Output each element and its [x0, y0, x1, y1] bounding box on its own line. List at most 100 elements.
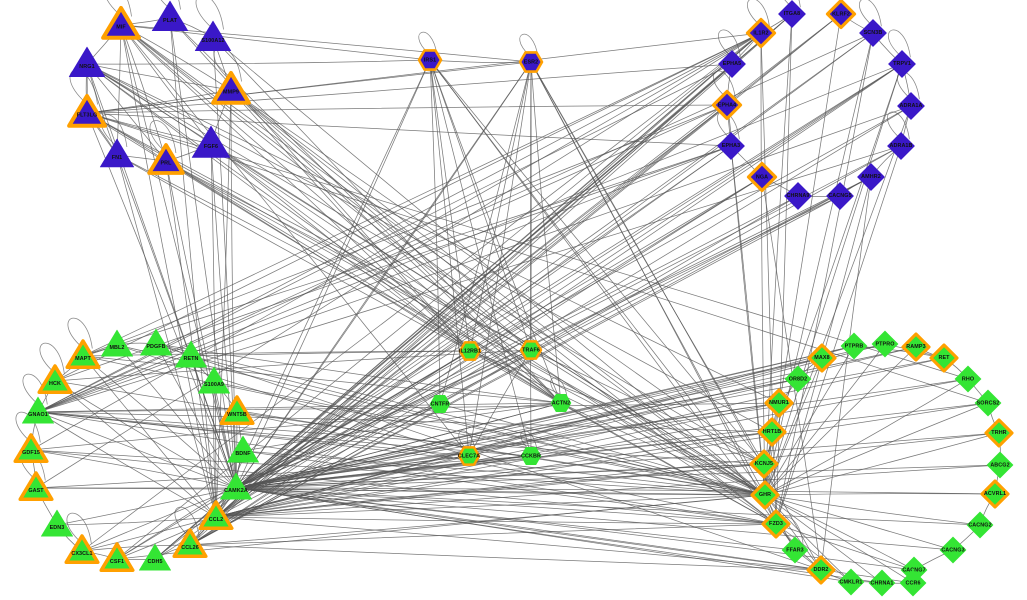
graph-edge — [37, 145, 732, 413]
graph-edge — [235, 63, 903, 489]
graph-edge — [82, 355, 562, 404]
graph-edge — [230, 89, 471, 352]
graph-node-fgf6[interactable]: FGF6 — [190, 123, 231, 164]
graph-edge — [230, 89, 237, 489]
graph-node-ccr6[interactable]: CCR6 — [897, 567, 928, 598]
graph-edge — [37, 411, 765, 465]
graph-self-loop-edge — [174, 506, 200, 538]
graph-node-nrg1[interactable]: NRG1 — [67, 44, 106, 83]
graph-node-mmp9[interactable]: MMP9 — [208, 67, 254, 113]
graph-edge — [215, 63, 903, 518]
graph-edge — [530, 61, 777, 525]
graph-node-acvrl1[interactable]: ACVRL1 — [977, 476, 1013, 512]
graph-self-loop-edge — [418, 31, 438, 55]
graph-node-chrna1[interactable]: CHRNA1 — [866, 567, 897, 598]
graph-edge — [235, 432, 1000, 489]
graph-edge — [82, 355, 766, 496]
graph-edge — [764, 494, 914, 584]
graph-edge — [37, 145, 902, 413]
graph-self-loop-edge — [39, 342, 65, 374]
graph-edge — [235, 195, 799, 489]
graph-node-fn1[interactable]: FN1 — [98, 136, 135, 173]
graph-edge — [236, 411, 766, 496]
graph-self-loop-edge — [149, 120, 177, 154]
graph-node-traf6[interactable]: TRAF6 — [517, 336, 546, 365]
graph-node-cacng5[interactable]: CACNG5 — [824, 180, 856, 212]
graph-node-gnao1[interactable]: GNAO1 — [20, 394, 55, 429]
graph-edge — [215, 464, 1001, 518]
graph-node-esr2[interactable]: ESR2 — [515, 46, 546, 77]
graph-edge — [215, 343, 886, 518]
graph-node-cacng2[interactable]: CACNG2 — [964, 509, 995, 540]
graph-edge — [764, 402, 989, 496]
graph-node-adra1a[interactable]: ADRA1A — [895, 90, 927, 122]
graph-node-klrf2[interactable]: KLRF2 — [822, 0, 859, 33]
graph-node-il1r2[interactable]: IL1R2 — [742, 14, 779, 51]
graph-edge — [82, 355, 217, 518]
graph-node-il12rb1[interactable]: IL12RB1 — [456, 337, 485, 366]
graph-node-gdf15[interactable]: GDF15 — [10, 429, 51, 470]
graph-edge — [242, 450, 777, 525]
graph-node-csf1[interactable]: CSF1 — [96, 538, 137, 579]
graph-node-cckbr[interactable]: CCKBR — [518, 443, 543, 468]
graph-node-irs1[interactable]: IRS1 — [414, 44, 445, 75]
graph-node-trpv1[interactable]: TRPV1 — [886, 48, 918, 80]
graph-edge — [215, 432, 1000, 518]
graph-self-loop-edge — [106, 0, 132, 17]
graph-node-chrna9[interactable]: CHRNA9 — [782, 180, 814, 212]
graph-edge — [37, 63, 733, 413]
graph-edge — [764, 493, 996, 496]
graph-edge — [54, 380, 237, 489]
graph-node-trhr[interactable]: TRHR — [981, 415, 1017, 451]
graph-node-scn3b[interactable]: SCN3B — [857, 17, 889, 49]
graph-edge — [235, 350, 471, 489]
graph-node-epha5[interactable]: EPHA5 — [716, 48, 748, 80]
graph-node-clec7a[interactable]: CLEC7A — [455, 442, 484, 471]
graph-node-nga[interactable]: NGA — [743, 158, 780, 195]
graph-node-itga8[interactable]: ITGA8 — [776, 0, 808, 30]
graph-edge — [30, 449, 237, 489]
graph-edge — [37, 104, 728, 413]
graph-edge — [155, 343, 562, 404]
graph-node-actn2[interactable]: ACTN2 — [548, 390, 573, 415]
graph-node-cacng3[interactable]: CACNG3 — [937, 534, 968, 565]
graph-node-ptprb[interactable]: PTPRB — [838, 330, 869, 361]
graph-node-ptpro[interactable]: PTPRO — [869, 328, 900, 359]
graph-node-mif[interactable]: MIF — [98, 2, 144, 48]
graph-node-plat[interactable]: PLAT — [150, 0, 189, 38]
graph-edge — [764, 432, 1000, 496]
graph-node-ccl26[interactable]: CCL26 — [169, 524, 210, 565]
graph-edge — [235, 349, 532, 489]
graph-edge — [215, 378, 799, 518]
graph-node-pdgfb[interactable]: PDGFB — [138, 326, 173, 361]
graph-edge — [235, 61, 532, 489]
graph-node-bdnf[interactable]: BDNF — [225, 433, 260, 468]
graph-node-cntfr[interactable]: CNTFR — [427, 391, 452, 416]
graph-edge — [469, 350, 766, 496]
graph-node-epha3[interactable]: EPHA3 — [715, 130, 747, 162]
graph-node-cmklr1[interactable]: CMKLR1 — [835, 566, 866, 597]
graph-node-cdh5[interactable]: CDH5 — [137, 541, 172, 576]
graph-node-gast[interactable]: GAST — [15, 467, 56, 508]
graph-node-ddr2[interactable]: DDR2 — [803, 552, 839, 588]
graph-node-epha4[interactable]: EPHA4 — [708, 86, 745, 123]
graph-node-flt3lg[interactable]: FLT3LG — [64, 90, 110, 136]
graph-edge — [469, 350, 765, 465]
graph-edge — [235, 431, 773, 489]
graph-self-loop-edge — [519, 33, 539, 57]
graph-self-loop-edge — [66, 512, 92, 544]
graph-node-adra1b[interactable]: ADRA1B — [885, 130, 917, 162]
graph-edge — [37, 411, 237, 489]
graph-node-wnt5b[interactable]: WNT5B — [216, 391, 257, 432]
graph-node-amhr2[interactable]: AMHR2 — [855, 161, 887, 193]
graph-node-s100a12[interactable]: S100A12 — [193, 18, 232, 57]
graph-edge — [86, 112, 732, 147]
graph-edge — [764, 494, 852, 583]
graph-node-prl[interactable]: PRL — [144, 139, 188, 183]
graph-node-hrt1b[interactable]: HRT1B — [754, 414, 790, 450]
graph-edge — [235, 403, 441, 489]
graph-edge — [212, 37, 562, 404]
graph-node-mbl2[interactable]: MBL2 — [99, 327, 134, 362]
